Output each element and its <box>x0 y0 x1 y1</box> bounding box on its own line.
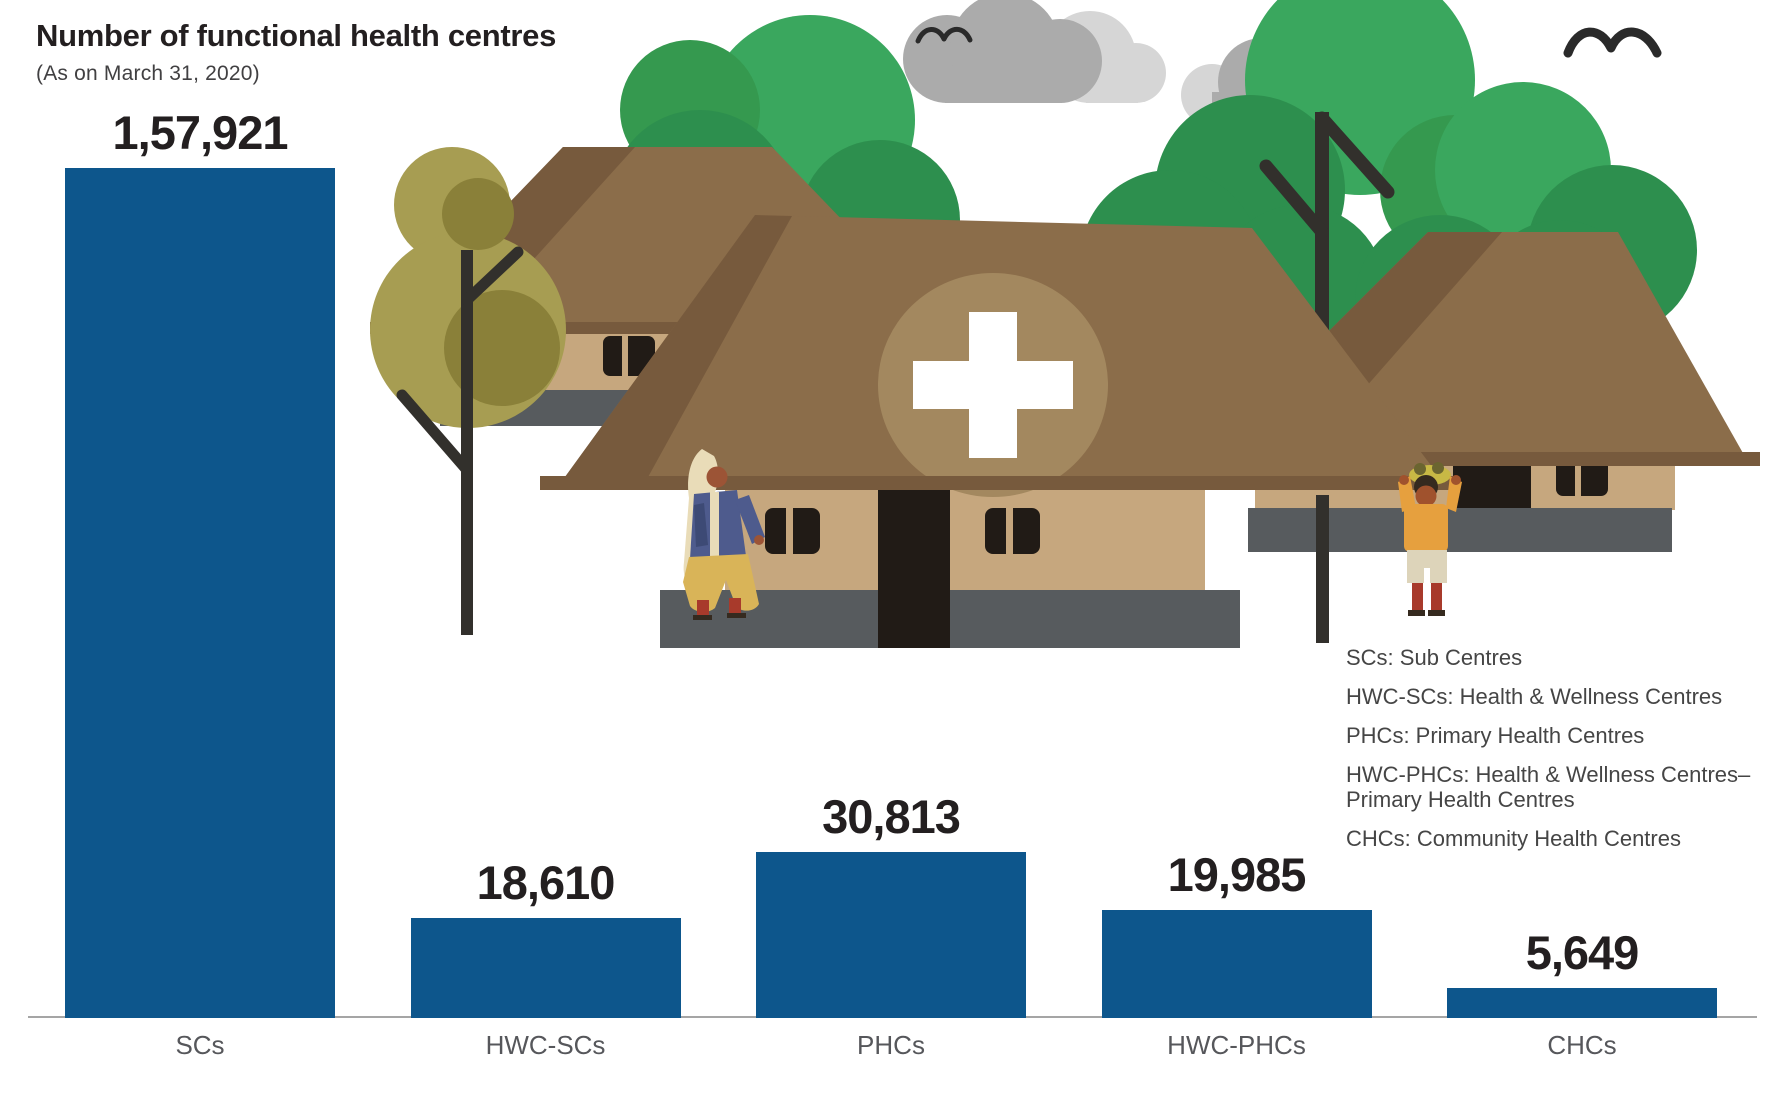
bar-value-label: 19,985 <box>1167 848 1307 902</box>
bar-value-label: 1,57,921 <box>112 106 289 159</box>
tree-trunk-icon <box>1316 495 1329 643</box>
person-walking-icon <box>683 449 765 620</box>
legend-item: PHCs: Primary Health Centres <box>1346 723 1645 748</box>
legend-item: HWC-PHCs: Health & Wellness Centres–Prim… <box>1346 762 1751 812</box>
bar-PHCs <box>756 852 1026 1018</box>
bar-HWC-PHCs <box>1101 910 1372 1018</box>
bird-icon <box>915 26 973 44</box>
health-cross-icon <box>913 312 1073 458</box>
bar-value-label: 18,610 <box>476 855 616 909</box>
cloud-icon <box>903 0 1166 103</box>
page-title: Number of functional health centres <box>36 18 557 53</box>
tree-trunk-icon <box>1259 111 1395 334</box>
bar-category-label: SCs <box>175 1030 225 1060</box>
legend-item: HWC-SCs: Health & Wellness Centres <box>1346 684 1723 709</box>
bar-CHCs <box>1447 987 1717 1018</box>
tree-icon <box>370 147 566 635</box>
bird-icon <box>1563 27 1662 58</box>
legend-item: SCs: Sub Centres <box>1346 645 1523 670</box>
bar-HWC-SCs <box>410 917 681 1018</box>
person-carrying-icon <box>1398 462 1462 616</box>
bar-category-label: PHCs <box>857 1030 925 1060</box>
bar-category-label: CHCs <box>1547 1030 1617 1060</box>
page-subtitle: (As on March 31, 2020) <box>36 62 260 85</box>
health-centre-hut-icon <box>540 215 1455 648</box>
bar-category-label: HWC-SCs <box>485 1030 606 1060</box>
bar-value-label: 30,813 <box>822 790 961 844</box>
legend-item: CHCs: Community Health Centres <box>1346 826 1681 851</box>
abbreviation-legend: SCs: Sub Centres HWC-SCs: Health & Wellne… <box>1346 645 1776 865</box>
bar-value-label: 5,649 <box>1525 925 1640 979</box>
bar-category-label: HWC-PHCs <box>1167 1030 1306 1060</box>
bar-SCs <box>65 168 335 1018</box>
